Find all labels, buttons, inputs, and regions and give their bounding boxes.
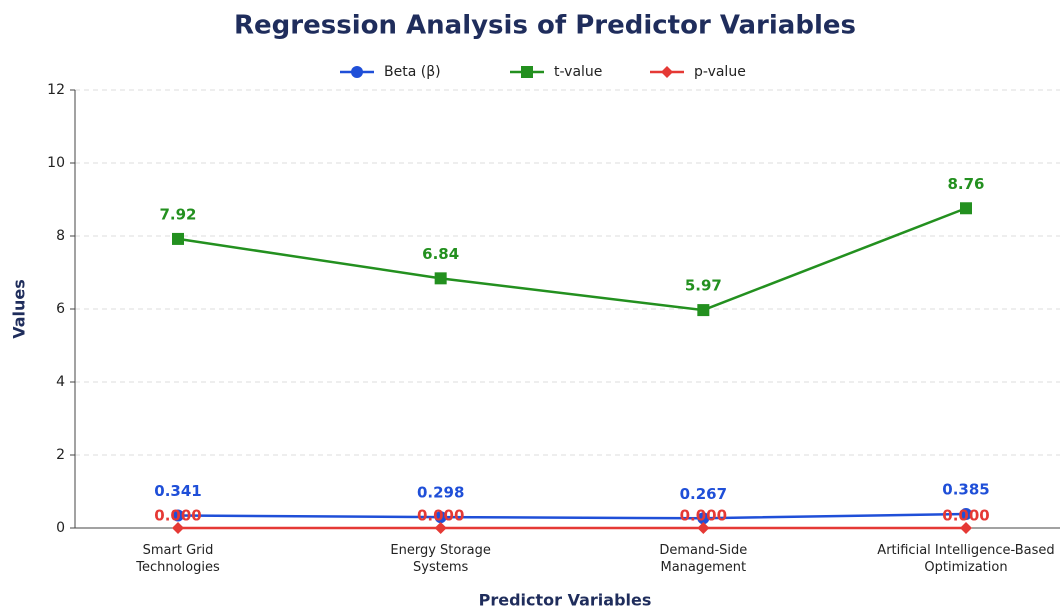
x-tick-label: Smart Grid Technologies xyxy=(136,543,220,575)
x-tick-label: Demand-Side Management xyxy=(659,543,748,575)
y-tick-label: 10 xyxy=(47,155,65,171)
data-label: 5.97 xyxy=(685,277,722,295)
legend-marker xyxy=(521,66,533,78)
legend-marker xyxy=(351,66,363,78)
data-point xyxy=(172,232,184,245)
legend-marker xyxy=(661,66,673,78)
y-tick-label: 6 xyxy=(56,301,65,317)
data-label: 0.000 xyxy=(680,507,727,525)
data-point xyxy=(434,522,447,534)
data-point xyxy=(960,507,972,520)
data-label: 0.267 xyxy=(680,485,727,503)
legend-label: t-value xyxy=(554,64,602,80)
y-tick-label: 0 xyxy=(56,520,65,536)
y-tick-label: 2 xyxy=(56,447,65,463)
legend-label: p-value xyxy=(694,64,746,80)
series-line xyxy=(177,512,967,520)
data-label: 0.385 xyxy=(942,480,989,498)
data-point xyxy=(960,202,972,215)
data-point xyxy=(697,304,710,317)
data-label: 8.76 xyxy=(947,175,984,193)
data-label: 0.000 xyxy=(154,507,201,525)
data-point xyxy=(172,509,184,522)
data-point xyxy=(172,522,184,534)
data-point xyxy=(434,272,447,285)
y-tick-label: 4 xyxy=(56,374,65,390)
legend-label: Beta (β) xyxy=(384,64,441,80)
series-line xyxy=(177,207,967,312)
x-axis-label: Predictor Variables xyxy=(479,591,652,610)
data-label: 0.341 xyxy=(154,482,201,500)
data-label: 0.298 xyxy=(417,484,464,502)
data-point xyxy=(697,512,710,525)
x-tick-label: Energy Storage Systems xyxy=(390,543,491,575)
data-label: 0.000 xyxy=(942,507,989,525)
data-point xyxy=(434,511,447,524)
data-point xyxy=(697,522,710,534)
data-label: 0.000 xyxy=(417,507,464,525)
data-label: 7.92 xyxy=(159,205,196,223)
y-tick-label: 12 xyxy=(47,82,65,98)
chart-title: Regression Analysis of Predictor Variabl… xyxy=(234,11,856,41)
y-axis-label: Values xyxy=(10,279,29,339)
data-point xyxy=(960,522,972,534)
y-tick-label: 8 xyxy=(56,228,65,244)
x-tick-label: Artificial Intelligence-Based Optimizati… xyxy=(877,543,1055,575)
data-label: 6.84 xyxy=(422,245,459,263)
